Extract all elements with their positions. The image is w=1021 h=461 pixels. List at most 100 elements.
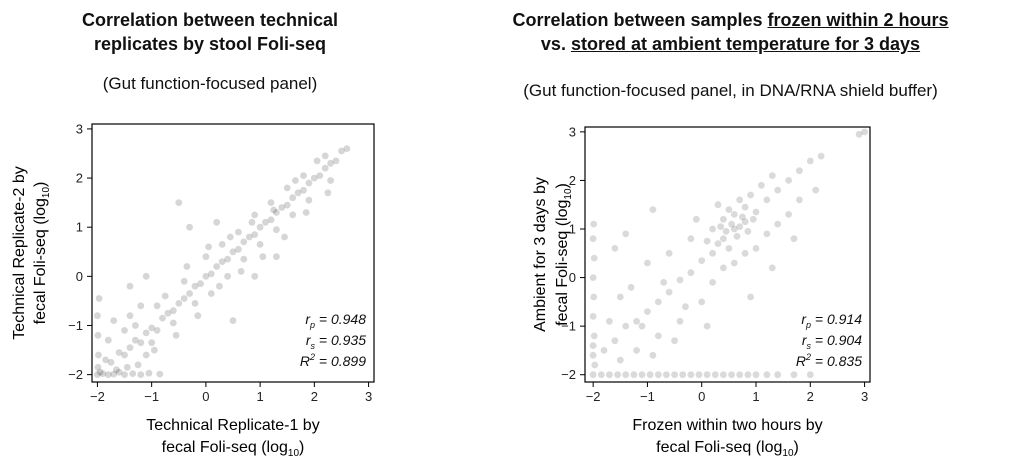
data-point xyxy=(321,164,329,172)
title-line-2: vs. stored at ambient temperature for 3 … xyxy=(440,32,1021,56)
data-point xyxy=(589,274,597,281)
data-point xyxy=(698,257,706,264)
data-point xyxy=(137,371,145,378)
data-point xyxy=(714,240,722,248)
svg-text:Ambient for 3 days by: Ambient for 3 days by xyxy=(532,177,549,332)
data-point xyxy=(132,336,139,344)
data-point xyxy=(324,189,332,197)
data-point xyxy=(343,145,351,153)
data-point xyxy=(186,223,194,231)
data-point xyxy=(153,302,161,310)
scatter-plot-right: −2 −1 0 1 2 3 −2 −1 0 1 2 3 Frozen within two hours … xyxy=(532,124,871,459)
data-point xyxy=(682,303,689,311)
stat-annotation: R2 = 0.899 xyxy=(300,352,366,369)
x-tick-label: 2 xyxy=(807,389,814,404)
data-point xyxy=(638,371,646,379)
y-tick-label: 1 xyxy=(76,220,83,235)
data-point xyxy=(790,235,798,243)
title-line-1: Correlation between technical xyxy=(0,8,420,32)
stat-annotation: rp = 0.914 xyxy=(801,311,862,330)
data-point xyxy=(763,371,771,379)
data-point xyxy=(665,249,673,257)
x-tick-label: 1 xyxy=(256,389,263,404)
data-point xyxy=(115,368,123,376)
data-point xyxy=(327,159,334,167)
right-panel: Correlation between samples frozen withi… xyxy=(440,0,1021,461)
data-point xyxy=(107,358,115,366)
data-point xyxy=(235,228,242,236)
data-point xyxy=(644,308,651,315)
data-point xyxy=(207,290,215,297)
title-part-underlined: frozen within 2 hours xyxy=(767,10,949,30)
data-point xyxy=(720,264,727,272)
chart-subtitle: (Gut function-focused panel, in DNA/RNA … xyxy=(523,81,938,100)
y-tick-label: 3 xyxy=(76,121,83,136)
data-point xyxy=(224,255,232,263)
x-tick-label: 0 xyxy=(202,389,209,404)
data-point xyxy=(110,370,118,378)
data-point xyxy=(240,238,248,246)
data-point xyxy=(752,371,760,379)
data-point xyxy=(728,220,735,228)
data-point xyxy=(148,324,156,332)
data-point xyxy=(229,248,237,256)
data-point xyxy=(104,336,112,344)
data-point xyxy=(313,157,321,165)
data-point xyxy=(300,186,307,194)
data-point xyxy=(654,371,662,379)
data-point xyxy=(102,356,109,364)
data-point xyxy=(741,203,749,211)
data-point xyxy=(589,351,597,359)
data-point xyxy=(611,245,619,252)
data-point xyxy=(606,371,613,379)
data-point xyxy=(614,371,621,379)
data-point xyxy=(741,218,749,226)
data-point xyxy=(186,290,194,297)
data-point xyxy=(96,368,104,376)
data-point xyxy=(267,216,275,224)
data-point xyxy=(172,331,180,339)
data-point xyxy=(161,292,169,300)
x-axis-label: fecal Foli-seq (log10) xyxy=(162,439,305,459)
data-point xyxy=(692,215,700,223)
data-point xyxy=(327,177,334,184)
data-point xyxy=(711,371,719,379)
data-point xyxy=(812,186,820,194)
data-point xyxy=(616,356,624,364)
data-point xyxy=(226,233,234,241)
data-point xyxy=(638,322,646,330)
data-point xyxy=(730,259,738,267)
data-point xyxy=(142,351,150,359)
data-point xyxy=(121,351,128,359)
title-part: Correlation between samples xyxy=(512,10,768,30)
data-point xyxy=(703,371,711,379)
data-point xyxy=(785,177,792,184)
data-point xyxy=(164,309,172,317)
data-point xyxy=(183,263,191,270)
y-tick-label: 2 xyxy=(76,171,83,186)
data-point xyxy=(687,269,695,277)
data-point xyxy=(739,213,746,221)
data-point xyxy=(197,280,204,288)
data-point xyxy=(205,243,213,251)
data-point xyxy=(796,196,803,204)
data-point xyxy=(224,272,232,280)
data-point xyxy=(671,371,678,379)
data-point xyxy=(191,300,199,307)
data-point xyxy=(717,223,725,231)
data-point xyxy=(213,263,221,270)
title-part-underlined: stored at ambient temperature for 3 days xyxy=(570,34,921,54)
data-point xyxy=(589,371,597,379)
data-point xyxy=(256,223,264,231)
data-point xyxy=(216,282,223,290)
data-point xyxy=(126,312,134,320)
data-point xyxy=(763,196,771,204)
data-point xyxy=(289,194,297,202)
x-tick-label: −1 xyxy=(144,389,159,404)
data-point xyxy=(273,209,280,216)
data-point xyxy=(722,228,730,235)
data-point xyxy=(110,317,118,324)
chart-title: Correlation between samples frozen withi… xyxy=(440,8,1021,56)
plot-frame xyxy=(91,123,375,383)
data-point xyxy=(806,157,814,165)
